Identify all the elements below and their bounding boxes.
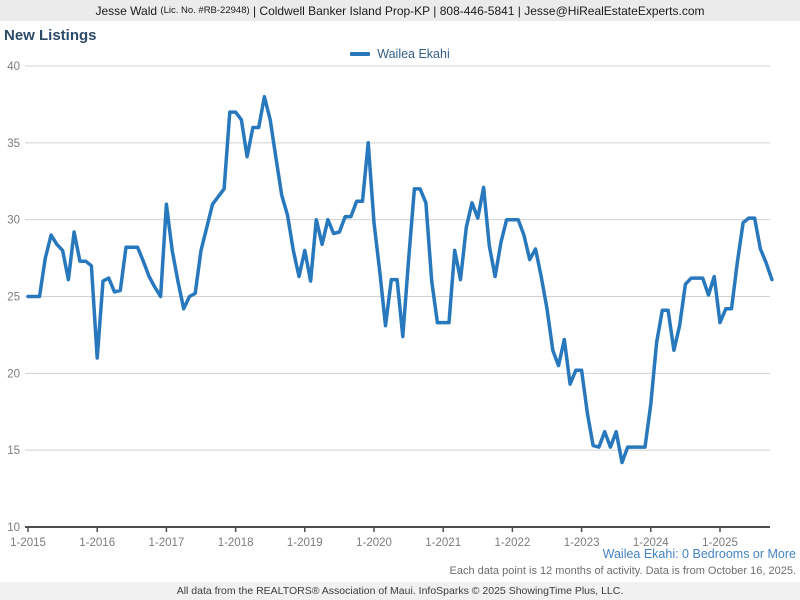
page-title: New Listings xyxy=(4,27,97,44)
y-axis-label: 10 xyxy=(7,522,20,534)
header-details: | Coldwell Banker Island Prop-KP | 808-4… xyxy=(249,3,705,18)
y-axis-label: 15 xyxy=(7,445,20,457)
header-bar: Jesse Wald (Lic. No. #RB-22948) | Coldwe… xyxy=(0,0,800,21)
y-axis-label: 35 xyxy=(7,138,20,150)
x-axis-label: 1-2019 xyxy=(287,537,323,549)
x-axis-label: 1-2024 xyxy=(633,537,669,549)
x-axis-label: 1-2017 xyxy=(148,537,184,549)
x-axis-label: 1-2016 xyxy=(79,537,115,549)
x-axis-label: 1-2015 xyxy=(10,537,46,549)
header-agent: Jesse Wald xyxy=(95,3,161,18)
x-axis-label: 1-2022 xyxy=(494,537,530,549)
y-axis-label: 25 xyxy=(7,292,20,304)
data-note: Each data point is 12 months of activity… xyxy=(449,565,796,577)
x-axis-label: 1-2023 xyxy=(564,537,600,549)
y-axis-label: 30 xyxy=(7,215,20,227)
y-axis-label: 40 xyxy=(7,61,20,73)
data-series-line xyxy=(26,94,774,465)
x-axis-label: 1-2021 xyxy=(425,537,461,549)
legend-label: Wailea Ekahi xyxy=(377,47,450,61)
x-axis-label: 1-2025 xyxy=(702,537,738,549)
legend-line-icon xyxy=(350,52,371,56)
header-license: (Lic. No. #RB-22948) xyxy=(160,5,250,16)
footer-attribution: All data from the REALTORS® Association … xyxy=(0,582,800,600)
series-filter-link[interactable]: Wailea Ekahi: 0 Bedrooms or More xyxy=(602,547,796,561)
x-axis-label: 1-2020 xyxy=(356,537,392,549)
y-axis-label: 20 xyxy=(7,368,20,380)
x-axis-label: 1-2018 xyxy=(218,537,254,549)
chart-legend: Wailea Ekahi xyxy=(0,47,800,61)
